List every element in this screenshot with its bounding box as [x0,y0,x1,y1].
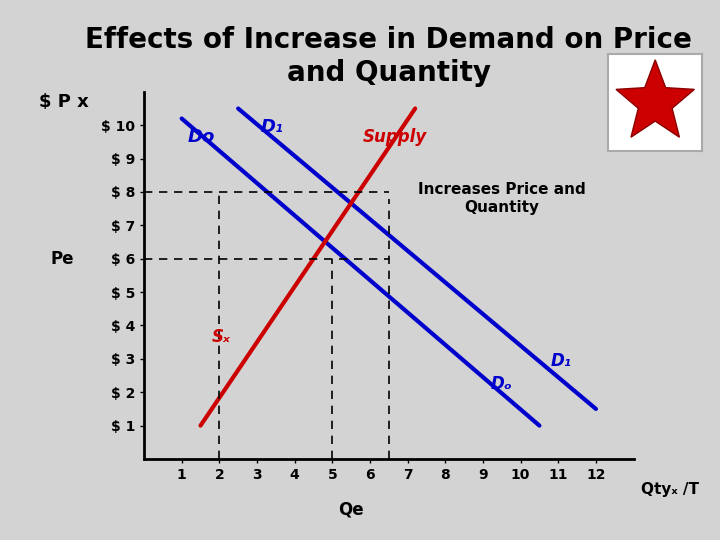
Text: Pe: Pe [51,249,74,268]
Title: Effects of Increase in Demand on Price
and Quantity: Effects of Increase in Demand on Price a… [86,26,692,87]
Text: Supply: Supply [362,128,427,146]
Polygon shape [616,60,694,137]
Text: Qe: Qe [338,500,364,518]
Text: D₁: D₁ [261,118,284,136]
Text: D₁: D₁ [551,352,572,369]
Text: $ P x: $ P x [39,93,89,111]
Text: Sₓ: Sₓ [212,328,230,346]
Text: Qtyₓ /T: Qtyₓ /T [641,482,699,497]
Text: Dₒ: Dₒ [490,375,513,393]
Text: Increases Price and
Quantity: Increases Price and Quantity [418,183,585,215]
Text: Do: Do [187,128,215,146]
